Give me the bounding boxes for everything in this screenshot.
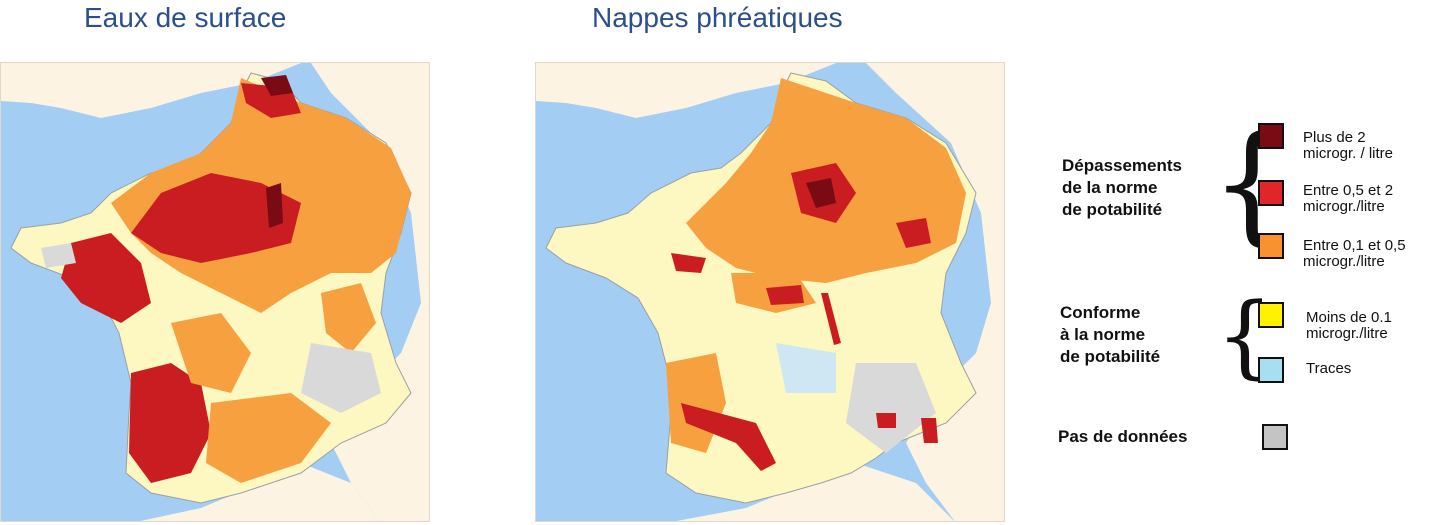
red-zone-brittany xyxy=(671,253,706,273)
legend-no-data: Pas de données xyxy=(1058,427,1188,446)
legend-label-under-0-1-line-2: microgr./litre xyxy=(1306,325,1388,342)
legend-label-0-5-to-2-line-2: microgr./litre xyxy=(1303,198,1385,215)
grey-zone-alps xyxy=(846,363,936,453)
legend-conform-line-2: à la norme xyxy=(1060,325,1146,344)
legend-swatch-no-data xyxy=(1262,424,1288,450)
darkred-zone-north xyxy=(261,75,293,96)
darkred-zone-paris-basin xyxy=(806,178,836,208)
legend-label-under-0-1-line-1: Moins de 0.1 xyxy=(1306,309,1392,326)
groundwater-map-svg xyxy=(536,63,1004,521)
orange-zone-rhone xyxy=(321,283,376,353)
surface-water-map-svg xyxy=(1,63,429,521)
legend-label-over-2-line-1: Plus de 2 xyxy=(1303,129,1366,146)
lightblue-zone-massif xyxy=(776,343,836,393)
red-zone-center xyxy=(766,285,804,305)
red-zone-provence xyxy=(921,418,938,443)
legend-label-0-5-to-2-line-1: Entre 0,5 et 2 xyxy=(1303,182,1394,199)
legend-conform-group: Conforme à la norme de potabilité xyxy=(1060,302,1160,368)
orange-zone-south xyxy=(206,393,331,483)
legend-label-0-1-to-0-5: Entre 0,1 et 0,5 microgr./litre xyxy=(1303,238,1406,270)
legend-swatch-over-2 xyxy=(1258,123,1284,149)
legend-exceed-group: Dépassements de la norme de potabilité xyxy=(1062,155,1182,221)
legend-label-traces: Traces xyxy=(1306,361,1351,377)
surface-pollution-zones xyxy=(41,75,411,483)
grey-zone-alps xyxy=(301,343,381,413)
legend-conform-line-3: de potabilité xyxy=(1060,347,1161,366)
legend-label-traces-line-1: Traces xyxy=(1306,360,1352,377)
spain-land xyxy=(140,463,380,521)
england-coast xyxy=(536,63,836,118)
red-zone-allier xyxy=(821,293,841,345)
england-coast xyxy=(1,63,301,118)
legend-label-under-0-1: Moins de 0.1 microgr./litre xyxy=(1306,310,1392,342)
legend-label-over-2: Plus de 2 microgr. / litre xyxy=(1303,130,1393,162)
legend-conform-line-1: Conforme xyxy=(1060,303,1141,322)
grey-zone-brittany xyxy=(41,243,76,268)
surface-water-title: Eaux de surface xyxy=(84,2,287,33)
legend-exceed-line-2: de la norme xyxy=(1062,178,1158,197)
legend-label-0-5-to-2: Entre 0,5 et 2 microgr./litre xyxy=(1303,183,1393,215)
darkred-zone-champagne xyxy=(266,183,283,228)
legend-label-over-2-line-2: microgr. / litre xyxy=(1303,145,1394,162)
legend-label-0-1-to-0-5-line-2: microgr./litre xyxy=(1303,253,1385,270)
legend-swatch-traces xyxy=(1258,357,1284,383)
groundwater-map xyxy=(535,62,1005,522)
red-zone-rhone-delta xyxy=(876,413,896,428)
neighbouring-land xyxy=(866,63,1004,521)
red-zone-southwest xyxy=(129,363,211,483)
surface-water-map xyxy=(0,62,430,522)
legend-label-0-1-to-0-5-line-1: Entre 0,1 et 0,5 xyxy=(1303,237,1406,254)
orange-zone-center xyxy=(171,313,251,393)
red-zone-garonne xyxy=(681,403,776,471)
spain-land xyxy=(676,463,954,521)
groundwater-pollution-zones xyxy=(666,78,966,471)
red-zone-brittany xyxy=(61,233,151,323)
legend-swatch-0-1-to-0-5 xyxy=(1258,233,1284,259)
legend-exceed-line-1: Dépassements xyxy=(1062,156,1183,175)
legend-swatch-0-5-to-2 xyxy=(1258,180,1284,206)
groundwater-title: Nappes phréatiques xyxy=(592,2,843,33)
red-zone-paris-basin xyxy=(131,173,301,263)
legend-exceed-line-3: de potabilité xyxy=(1062,200,1163,219)
legend-swatch-under-0-1 xyxy=(1258,302,1284,328)
red-zone-alsace xyxy=(896,218,931,248)
